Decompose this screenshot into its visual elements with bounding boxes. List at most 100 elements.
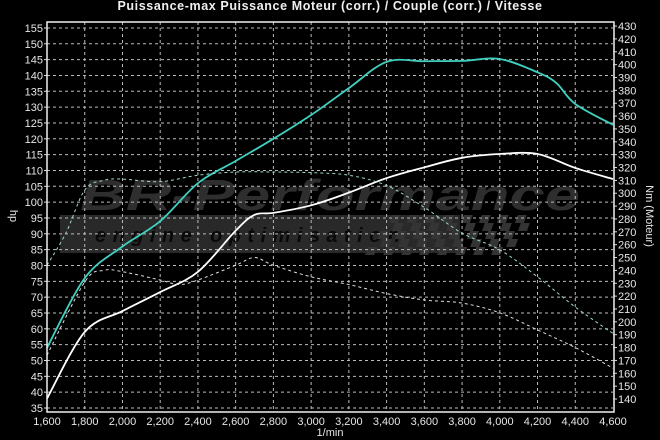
y-right-tick-label: 300	[618, 188, 636, 200]
x-tick-label: 4,000	[486, 416, 514, 428]
flag-square	[460, 215, 473, 223]
flag-square	[431, 231, 443, 239]
flag-square	[434, 239, 447, 247]
y-left-tick-label: 85	[31, 245, 43, 257]
x-tick-label: 1,600	[33, 416, 61, 428]
flag-square	[473, 247, 486, 255]
y-left-tick-label: 45	[31, 371, 43, 383]
y-right-tick-label: 170	[618, 355, 636, 367]
y-left-tick-label: 35	[31, 403, 43, 415]
tick-labels: 1,600 1,800 2,000 2,200 2,400 2,600 2,800 3,000…	[25, 21, 637, 428]
x-tick-label: 2,600	[222, 416, 250, 428]
y-right-tick-label: 260	[618, 240, 636, 252]
y-right-tick-label: 280	[618, 214, 636, 226]
x-tick-label: 3,000	[297, 416, 325, 428]
y-left-tick-label: 75	[31, 276, 43, 288]
x-tick-label: 1,800	[71, 416, 99, 428]
y-left-tick-label: 90	[31, 229, 43, 241]
flag-square	[470, 239, 483, 247]
y-right-tick-label: 250	[618, 253, 636, 265]
y-right-tick-label: 140	[618, 394, 636, 406]
flag-square	[401, 247, 414, 255]
y-right-tick-label: 200	[618, 317, 636, 329]
flag-square	[463, 223, 476, 231]
flag-square	[514, 215, 527, 223]
y-left-tick-label: 60	[31, 324, 43, 336]
flag-square	[481, 223, 494, 231]
y-left-tick-label: 150	[25, 39, 43, 51]
y-left-tick-label: 120	[25, 134, 43, 146]
y-left-tick-label: 105	[25, 181, 43, 193]
x-tick-label: 3,800	[448, 416, 476, 428]
flag-square	[365, 247, 378, 255]
y-left-tick-label: 50	[31, 355, 43, 367]
y-left-tick-label: 110	[25, 165, 43, 177]
x-tick-label: 2,400	[184, 416, 212, 428]
series-line-3	[46, 171, 614, 334]
y-right-tick-label: 350	[618, 124, 636, 136]
y-left-tick-label: 125	[25, 118, 43, 130]
y-right-tick-label: 320	[618, 163, 636, 175]
y-left-tick-label: 95	[31, 213, 43, 225]
y-right-tick-label: 190	[618, 330, 636, 342]
flag-square	[398, 239, 411, 247]
flag-square	[452, 239, 465, 247]
y-right-tick-label: 370	[618, 98, 636, 110]
y-right-tick-label: 340	[618, 137, 636, 149]
plot-frame	[46, 21, 615, 413]
y-left-tick-label: 140	[25, 70, 43, 82]
y-left-tick-label: 70	[31, 292, 43, 304]
grid	[47, 22, 613, 412]
flag-square	[517, 223, 530, 231]
flag-square	[478, 215, 491, 223]
flag-square	[449, 231, 461, 239]
y-right-tick-label: 380	[618, 85, 636, 97]
x-tick-label: 4,200	[524, 416, 552, 428]
x-tick-label: 3,400	[373, 416, 401, 428]
y-right-tick-label: 360	[618, 111, 636, 123]
chart-title: Puissance-max Puissance Moteur (corr.) /…	[117, 0, 542, 13]
y-left-tick-label: 55	[31, 340, 43, 352]
y-right-tick-label: 270	[618, 227, 636, 239]
y-right-tick-label: 430	[618, 21, 636, 33]
y-right-tick-label: 210	[618, 304, 636, 316]
x-tick-label: 3,200	[335, 416, 363, 428]
series-group	[46, 57, 614, 399]
x-tick-label: 4,600	[599, 416, 627, 428]
flag-square	[413, 231, 425, 239]
y-right-tick-label: 390	[618, 73, 636, 85]
watermark-logo: BR-Performance engine optimisation	[60, 171, 580, 255]
y-left-tick-label: 155	[25, 23, 43, 35]
flag-square	[409, 223, 422, 231]
series-line-2	[46, 151, 614, 399]
watermark-brand: BR-Performance	[80, 171, 580, 220]
y-left-axis-label: hp	[7, 210, 19, 222]
checkered-flag-icon	[365, 215, 530, 255]
flag-square	[380, 239, 393, 247]
series-line-4	[46, 257, 614, 369]
y-right-tick-label: 290	[618, 201, 636, 213]
y-right-tick-label: 420	[618, 34, 636, 46]
y-right-axis-label: Nm (Moteur)	[643, 185, 655, 247]
flag-square	[467, 231, 479, 239]
y-left-tick-label: 130	[25, 102, 43, 114]
flag-square	[419, 247, 432, 255]
y-right-tick-label: 160	[618, 368, 636, 380]
y-right-tick-label: 330	[618, 150, 636, 162]
flag-square	[416, 239, 429, 247]
y-left-tick-label: 65	[31, 308, 43, 320]
y-right-tick-label: 180	[618, 343, 636, 355]
y-left-tick-label: 100	[25, 197, 43, 209]
x-tick-label: 4,400	[562, 416, 590, 428]
flag-square	[442, 215, 455, 223]
y-left-tick-label: 80	[31, 260, 43, 272]
flag-square	[488, 239, 501, 247]
y-right-tick-label: 400	[618, 60, 636, 72]
y-right-tick-label: 150	[618, 381, 636, 393]
flag-square	[388, 215, 401, 223]
flag-square	[406, 215, 419, 223]
x-tick-label: 3,600	[411, 416, 439, 428]
flag-square	[424, 215, 437, 223]
y-right-tick-label: 230	[618, 278, 636, 290]
